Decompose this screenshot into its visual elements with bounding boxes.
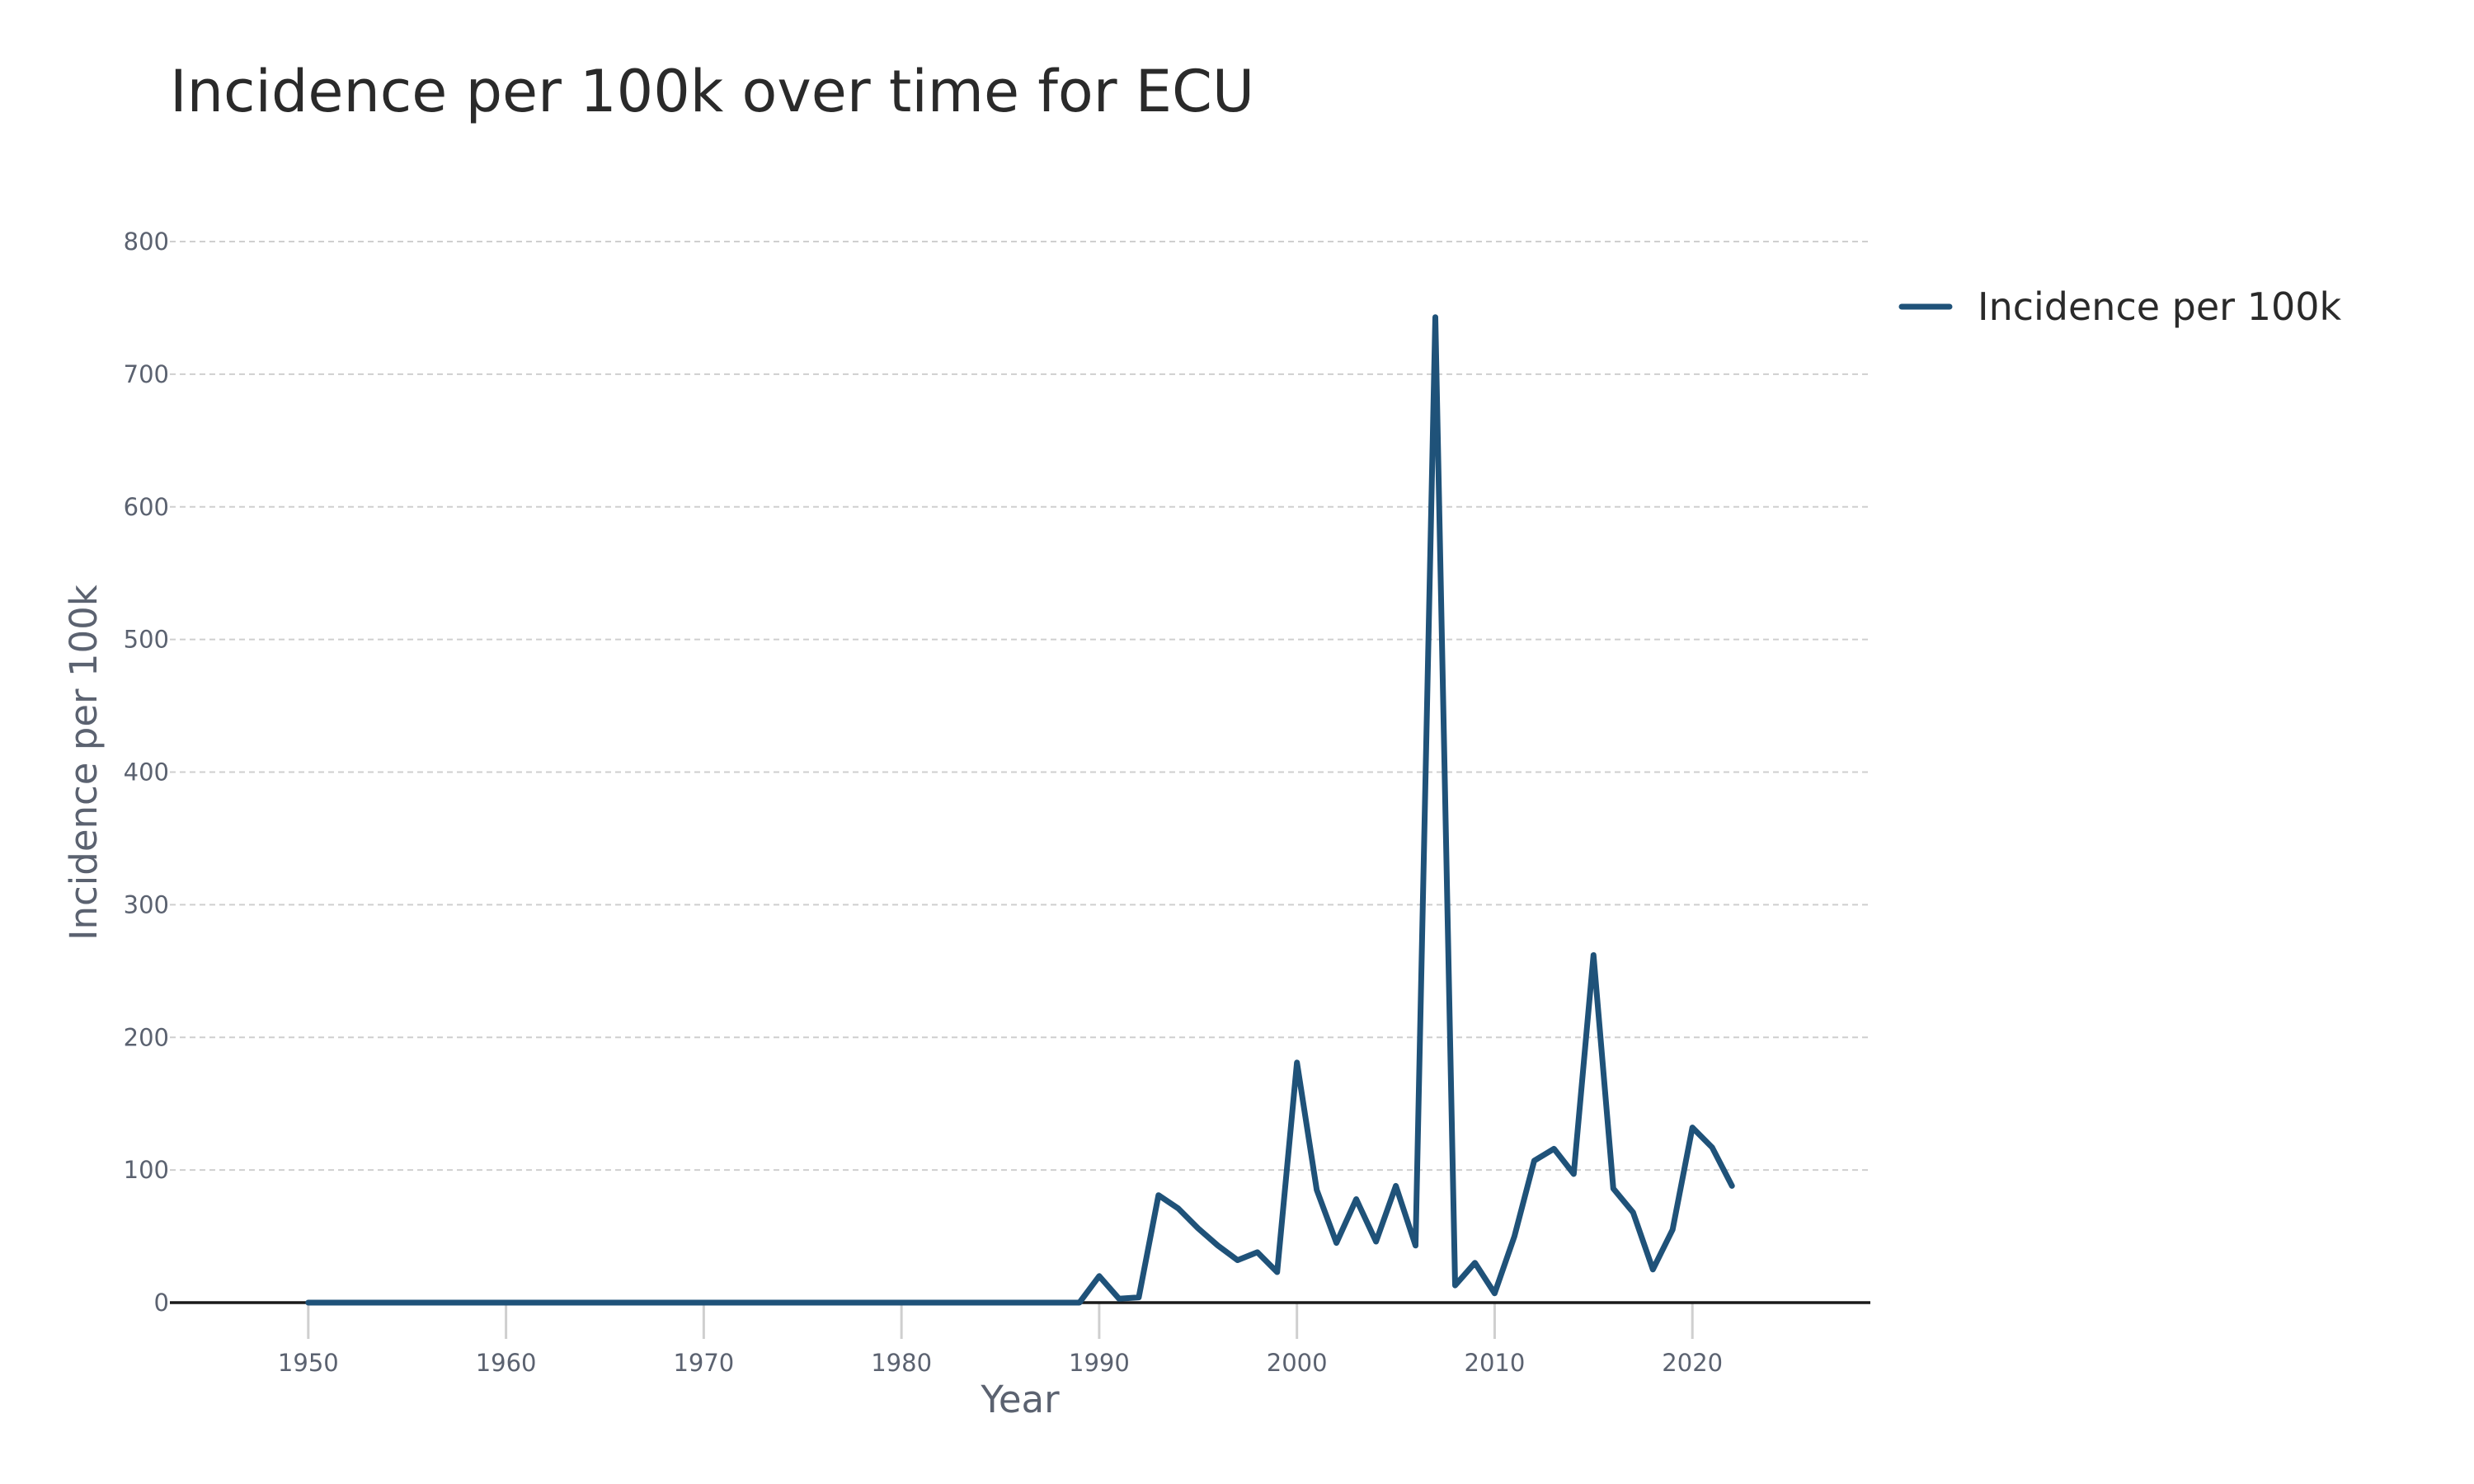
y-axis-title: Incidence per 100k [62,585,106,941]
y-tick-label-700: 700 [124,360,169,388]
x-tick-label-2000: 2000 [1267,1349,1328,1377]
x-tick-label-2010: 2010 [1465,1349,1526,1377]
gridlines [170,241,1870,1172]
y-tick-label-200: 200 [124,1023,169,1051]
x-tick-label-1970: 1970 [673,1349,734,1377]
x-tick-label-1980: 1980 [871,1349,932,1377]
legend-label: Incidence per 100k [1978,284,2341,329]
y-tick-label-600: 600 [124,493,169,521]
y-tick-label-400: 400 [124,758,169,787]
x-tick-label-1950: 1950 [278,1349,339,1377]
x-tick-label-1960: 1960 [476,1349,537,1377]
x-axis-ticks [307,1303,1694,1339]
chart-title: Incidence per 100k over time for ECU [170,58,1254,125]
series-lines [305,314,1735,1306]
y-tick-label-100: 100 [124,1156,169,1184]
x-tick-label-1990: 1990 [1069,1349,1130,1377]
y-tick-label-0: 0 [154,1289,169,1317]
x-tick-label-2020: 2020 [1662,1349,1723,1377]
y-tick-label-300: 300 [124,890,169,918]
legend[interactable]: Incidence per 100k [1898,284,2341,329]
series-line-0 [305,314,1735,1306]
y-axis-tick-labels: 0 100 200 300 400 500 600 700 800 [124,228,169,1317]
y-tick-label-800: 800 [124,228,169,256]
y-tick-label-500: 500 [124,626,169,654]
x-axis-title: Year [980,1378,1060,1421]
x-axis-tick-labels: 1950 1960 1970 1980 1990 2000 2010 2020 [278,1349,1723,1377]
